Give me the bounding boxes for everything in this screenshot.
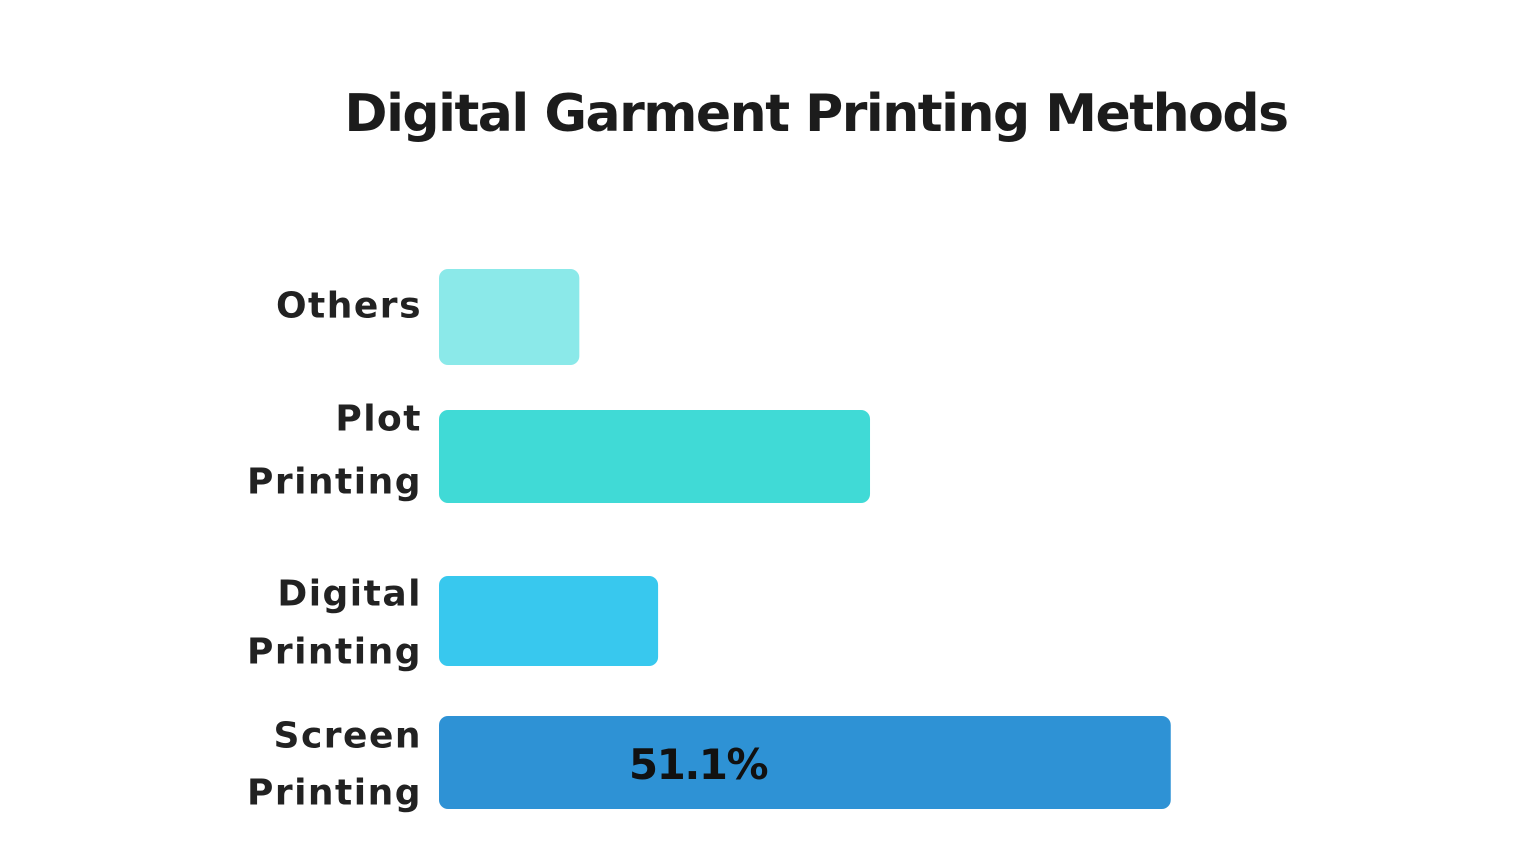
- category-label-plot-printing: Plot Printing: [247, 399, 422, 503]
- category-label-line: Printing: [247, 773, 422, 814]
- category-label-line: Printing: [247, 462, 422, 503]
- bar-digital-printing: [439, 576, 659, 666]
- category-label-line: Plot: [335, 399, 422, 440]
- category-label-screen-printing: Screen Printing: [247, 716, 422, 814]
- category-label-digital-printing: Digital Printing: [247, 574, 422, 673]
- chart-title: Digital Garment Printing Methods: [344, 84, 1289, 144]
- data-label-screen-printing: 51.1%: [629, 740, 768, 789]
- category-label-line: Others: [276, 286, 422, 327]
- category-label-line: Digital: [277, 574, 422, 615]
- bar-screen-printing: [439, 716, 1171, 809]
- category-label-line: Printing: [247, 632, 422, 673]
- data-labels: 51.1%: [629, 740, 769, 789]
- bar-plot-printing: [439, 410, 871, 503]
- category-labels: Others Plot Printing Digital Printing Screen P…: [247, 286, 422, 814]
- category-label-others: Others: [276, 286, 422, 327]
- category-label-line: Screen: [274, 716, 422, 757]
- bar-others: [439, 269, 580, 365]
- bars-layer: [439, 269, 1171, 809]
